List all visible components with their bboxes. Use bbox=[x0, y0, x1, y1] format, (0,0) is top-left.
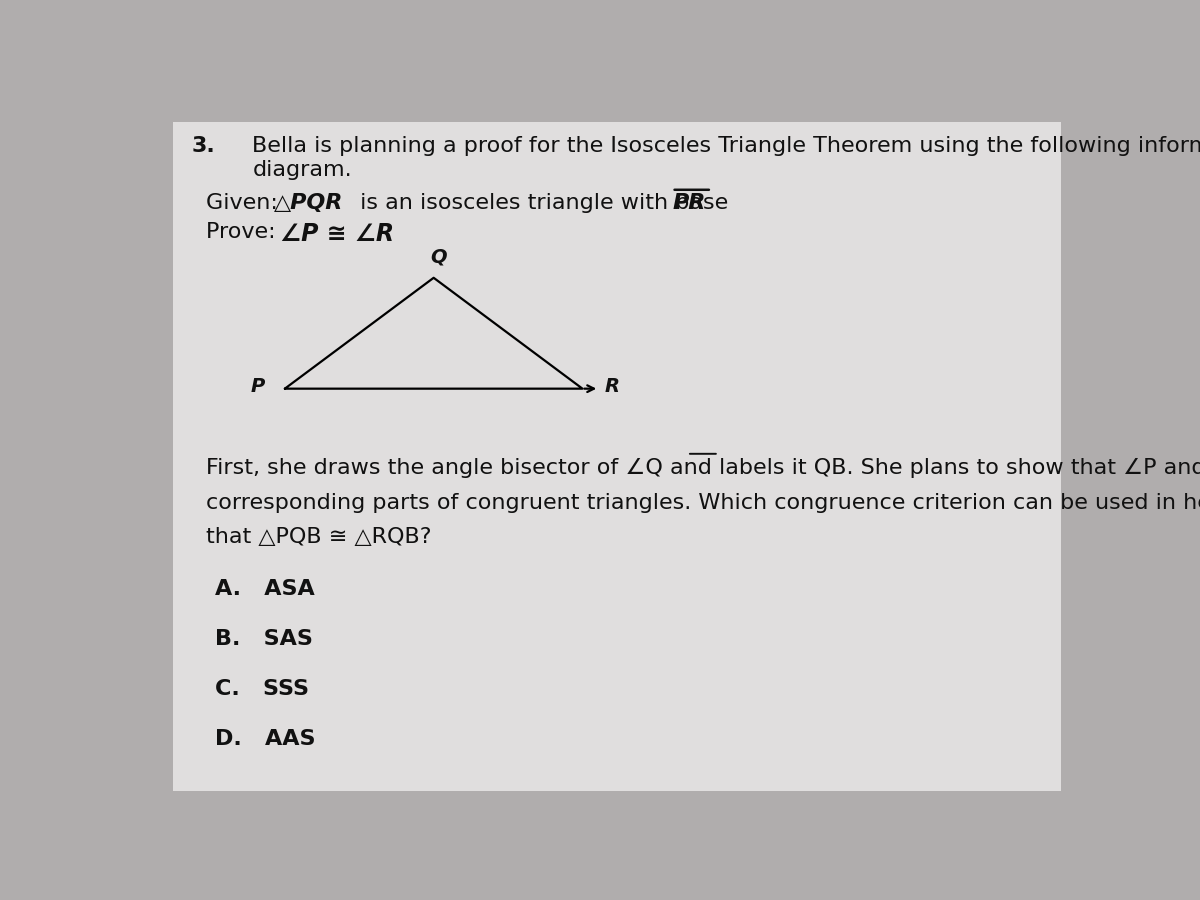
Text: Q: Q bbox=[430, 248, 446, 266]
Text: A.   ASA: A. ASA bbox=[215, 580, 314, 599]
Text: corresponding parts of congruent triangles. Which congruence criterion can be us: corresponding parts of congruent triangl… bbox=[206, 492, 1200, 513]
Text: B.   SAS: B. SAS bbox=[215, 629, 313, 649]
Text: diagram.: diagram. bbox=[252, 160, 352, 180]
Text: P: P bbox=[250, 377, 264, 396]
Text: D.   AAS: D. AAS bbox=[215, 729, 316, 749]
Text: C.   SSS: C. SSS bbox=[215, 679, 310, 699]
Text: First, she draws the angle bisector of ∠Q and labels it QB. She plans to show th: First, she draws the angle bisector of ∠… bbox=[206, 458, 1200, 478]
Text: R: R bbox=[605, 377, 619, 396]
Text: is an isosceles triangle with base: is an isosceles triangle with base bbox=[353, 193, 736, 212]
Text: △PQR: △PQR bbox=[274, 193, 343, 212]
Text: that △PQB ≅ △RQB?: that △PQB ≅ △RQB? bbox=[206, 527, 431, 547]
Text: Given:: Given: bbox=[206, 193, 284, 212]
FancyBboxPatch shape bbox=[173, 122, 1062, 790]
Text: PR: PR bbox=[673, 193, 706, 212]
Text: Prove:: Prove: bbox=[206, 222, 282, 242]
Text: 3.: 3. bbox=[192, 136, 216, 156]
Text: Bella is planning a proof for the Isosceles Triangle Theorem using the following: Bella is planning a proof for the Isosce… bbox=[252, 136, 1200, 156]
Text: ∠P ≅ ∠R: ∠P ≅ ∠R bbox=[281, 222, 395, 247]
